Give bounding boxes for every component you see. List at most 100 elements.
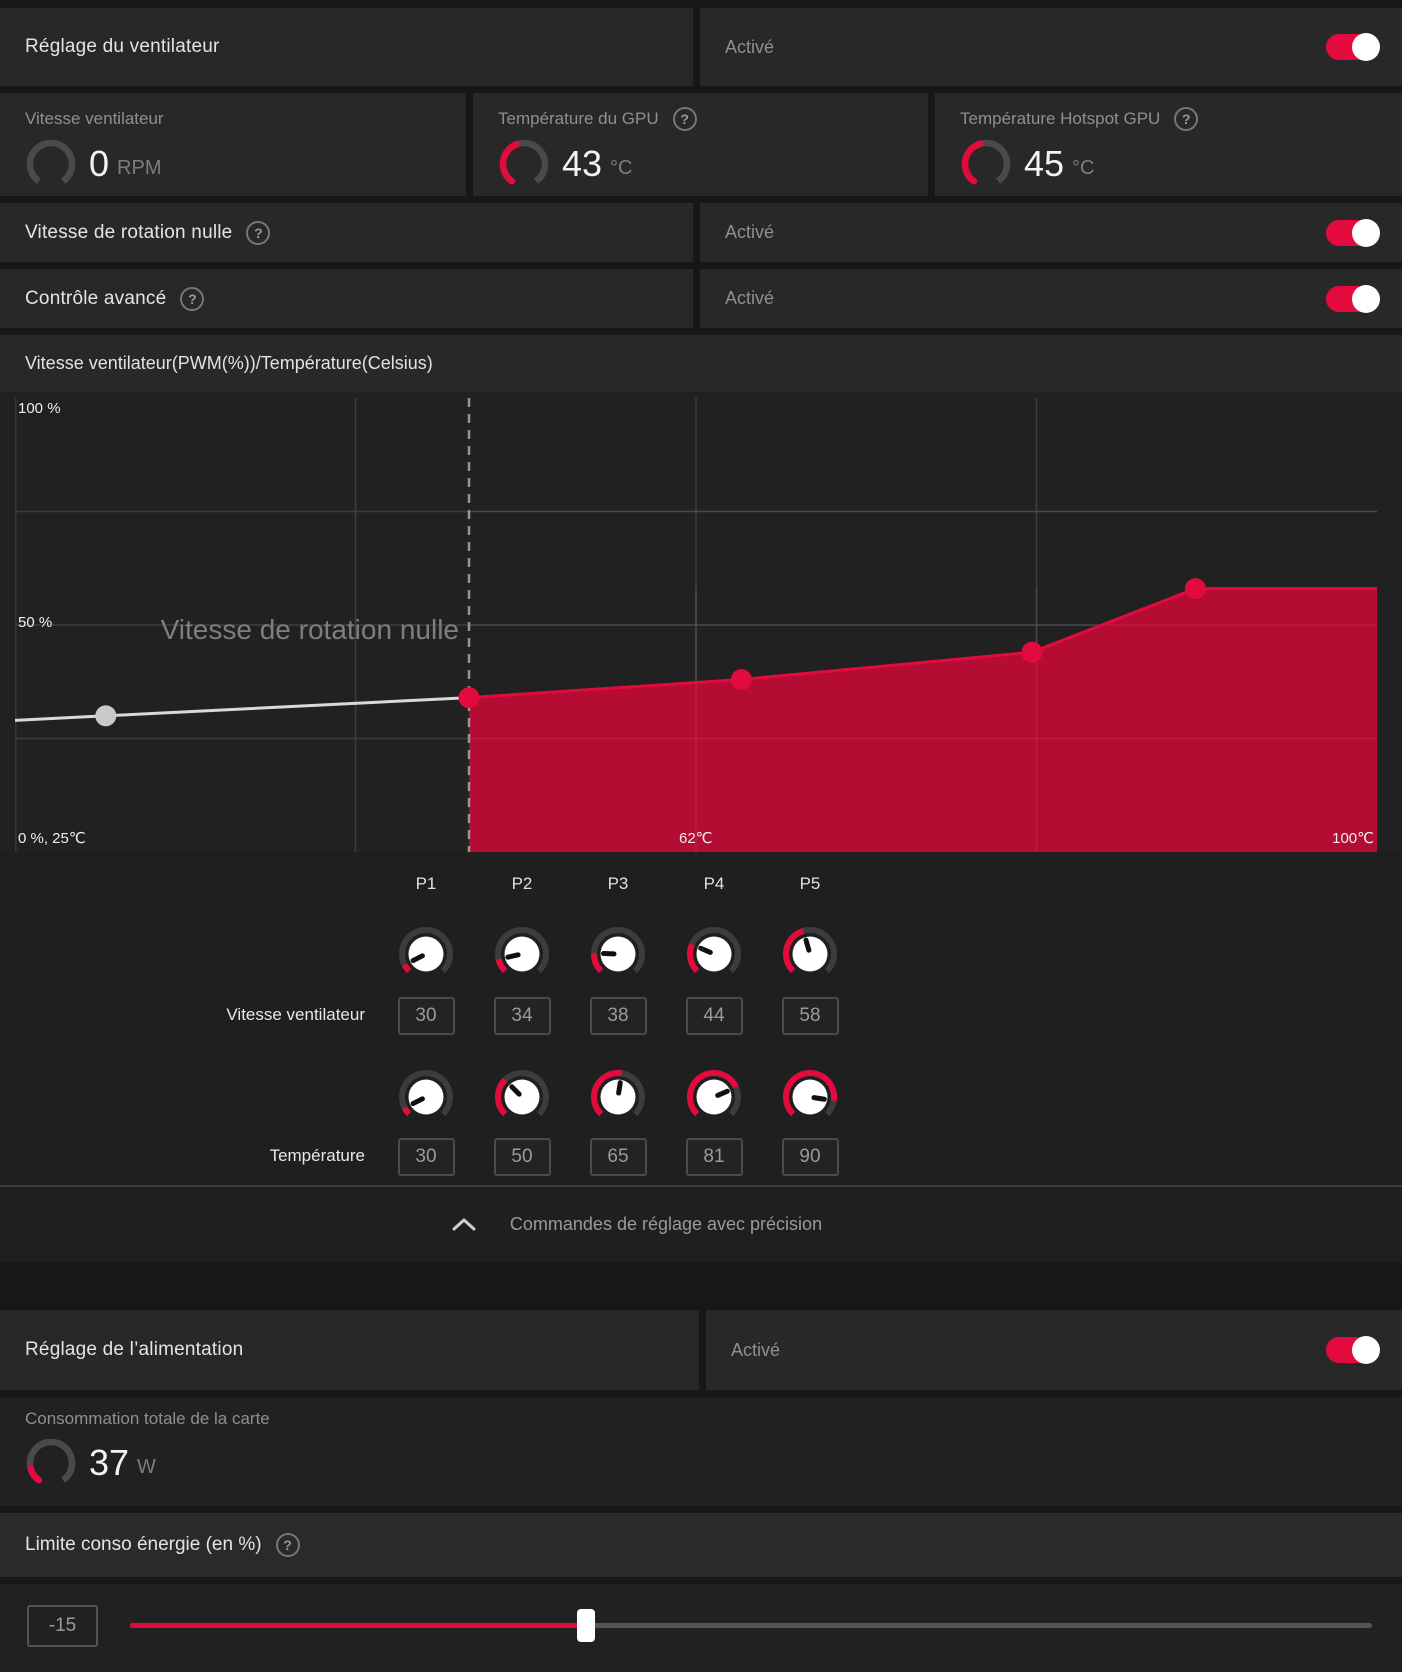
board-power-stats: Consommation totale de la carte 37 W [0, 1397, 1402, 1506]
fan-curve-chart: 100 % 50 % 0 %, 25℃ 62℃ 100℃ Vitesse de … [0, 392, 1402, 852]
zero-rpm-label: Vitesse de rotation nulle [25, 221, 233, 243]
zero-rpm-toggle[interactable] [1326, 218, 1380, 247]
temperature-input-p4[interactable]: 81 [685, 1138, 743, 1176]
point-label-p5: P5 [799, 874, 821, 893]
power-limit-slider-track[interactable] [130, 1609, 1372, 1642]
temperature-knob-p3[interactable] [589, 1068, 647, 1126]
knob-row: 30 50 65 81 90 [378, 1138, 858, 1176]
toggle-knob [1352, 1336, 1380, 1364]
toggle-knob [1352, 218, 1380, 247]
gpu-temp-gauge-label: Température du GPU [498, 109, 659, 128]
temperature-input-p5[interactable]: 90 [781, 1138, 839, 1176]
temperature-knob-p1[interactable] [397, 1068, 455, 1126]
fan-tuning-control-cell: Activé [700, 8, 1402, 86]
fan-speed-knob-p5[interactable] [781, 925, 839, 983]
temperature-knob-p2[interactable] [493, 1068, 551, 1126]
precision-controls-label: Commandes de réglage avec précision [509, 1214, 823, 1234]
point-label-p3: P3 [607, 874, 629, 893]
x-axis-label-mid: 62℃ [679, 830, 713, 847]
hotspot-temp-gauge-cell: Température Hotspot GPU ? 45 °C [935, 93, 1402, 196]
fan-tuning-header-row: Réglage du ventilateur Activé [0, 8, 1402, 86]
gpu-temp-gauge-arc [499, 139, 549, 185]
temperature-knob-p5[interactable] [781, 1068, 839, 1126]
toggle-knob [1352, 33, 1380, 61]
temperature-input-p3[interactable]: 65 [589, 1138, 647, 1176]
chart-header-label: Vitesse ventilateur(PWM(%))/Température(… [25, 353, 433, 373]
gpu-temp-help-icon[interactable]: ? [672, 107, 697, 131]
fan-tuning-status: Activé [725, 36, 775, 57]
precision-controls-expander[interactable]: Commandes de réglage avec précision [0, 1185, 1402, 1262]
zero-rpm-help-icon[interactable]: ? [246, 220, 271, 245]
fan-speed-knob-p2[interactable] [493, 925, 551, 983]
fan-speed-gauge-arc [26, 139, 76, 184]
fan-speed-knob-p1[interactable] [397, 925, 455, 983]
fan-curve-plot[interactable] [15, 398, 1377, 852]
hotspot-temp-unit: °C [1072, 156, 1095, 179]
board-power-unit: W [137, 1455, 156, 1478]
fan-speed-unit: RPM [117, 156, 162, 179]
section-spacer [0, 1262, 1402, 1310]
gpu-temp-value: 43 [562, 143, 603, 184]
power-limit-slider-row: -15 [0, 1584, 1402, 1672]
power-limit-slider-thumb[interactable] [576, 1609, 595, 1642]
hotspot-temp-gauge-arc [961, 139, 1011, 185]
toggle-knob [1352, 284, 1380, 313]
zero-rpm-title-cell: Vitesse de rotation nulle ? [0, 203, 693, 262]
fan-tuning-toggle[interactable] [1326, 33, 1380, 61]
power-tuning-status: Activé [731, 1339, 781, 1360]
fan-speed-input-p4[interactable]: 44 [685, 997, 743, 1035]
y-axis-label-100: 100 % [18, 400, 61, 417]
curve-point-p2[interactable] [458, 687, 480, 709]
fan-speed-input-p1[interactable]: 30 [397, 997, 455, 1035]
fan-tuning-title-cell: Réglage du ventilateur [0, 8, 693, 86]
zero-rpm-watermark: Vitesse de rotation nulle [160, 614, 459, 645]
knob-row [378, 925, 858, 983]
x-axis-label-max: 100℃ [1332, 830, 1374, 847]
point-label-p4: P4 [703, 874, 725, 893]
power-limit-value-box[interactable]: -15 [27, 1605, 98, 1647]
power-tuning-toggle[interactable] [1326, 1336, 1380, 1364]
power-tuning-title-cell: Réglage de l’alimentation [0, 1310, 699, 1390]
curve-point-p1[interactable] [95, 705, 117, 727]
board-power-value: 37 [89, 1442, 130, 1483]
fan-speed-knob-p3[interactable] [589, 925, 647, 983]
temperature-input-p2[interactable]: 50 [493, 1138, 551, 1176]
power-limit-label: Limite conso énergie (en %) [25, 1534, 262, 1555]
fan-speed-input-p5[interactable]: 58 [781, 997, 839, 1035]
hotspot-temp-gauge-label: Température Hotspot GPU [960, 109, 1161, 128]
fan-speed-row-label: Vitesse ventilateur [226, 1005, 365, 1024]
knob-row: P1 P2 P3 P4 P5 [378, 874, 858, 894]
fan-speed-knob-p4[interactable] [685, 925, 743, 983]
gpu-temp-unit: °C [610, 156, 633, 179]
advanced-control-label: Contrôle avancé [25, 287, 167, 309]
power-limit-row: Limite conso énergie (en %) ? [0, 1513, 1402, 1577]
gauges-row: Vitesse ventilateur 0 RPM Température du… [0, 93, 1402, 196]
precision-tuning-section: Vitesse ventilateur Température P1 P2 P3 P4… [0, 852, 1402, 1262]
x-axis-label-min: 0 %, 25℃ [18, 830, 86, 847]
fan-speed-input-p2[interactable]: 34 [493, 997, 551, 1035]
power-tuning-title: Réglage de l’alimentation [25, 1339, 244, 1360]
advanced-control-row: Contrôle avancé ? Activé [0, 269, 1402, 328]
point-label-p2: P2 [511, 874, 533, 893]
power-limit-help-icon[interactable]: ? [275, 1533, 300, 1557]
gpu-temp-gauge-cell: Température du GPU ? 43 °C [473, 93, 928, 196]
temperature-input-p1[interactable]: 30 [397, 1138, 455, 1176]
hotspot-temp-help-icon[interactable]: ? [1174, 107, 1199, 131]
temperature-knob-p4[interactable] [685, 1068, 743, 1126]
fan-tuning-title: Réglage du ventilateur [25, 36, 220, 57]
zero-rpm-row: Vitesse de rotation nulle ? Activé [0, 203, 1402, 262]
advanced-control-help-icon[interactable]: ? [180, 286, 205, 311]
curve-point-p4[interactable] [1021, 641, 1043, 663]
chevron-up-icon [452, 1218, 476, 1231]
advanced-control-title-cell: Contrôle avancé ? [0, 269, 693, 328]
advanced-control-toggle[interactable] [1326, 284, 1380, 313]
advanced-control-status: Activé [725, 288, 775, 308]
curve-point-p3[interactable] [730, 668, 752, 690]
curve-point-p5[interactable] [1184, 578, 1206, 600]
board-power-label: Consommation totale de la carte [25, 1409, 270, 1428]
advanced-control-control-cell: Activé [700, 269, 1402, 328]
fan-speed-gauge-cell: Vitesse ventilateur 0 RPM [0, 93, 466, 196]
power-tuning-header-row: Réglage de l’alimentation Activé [0, 1310, 1402, 1390]
fan-speed-input-p3[interactable]: 38 [589, 997, 647, 1035]
fan-speed-gauge-label: Vitesse ventilateur [25, 109, 164, 128]
